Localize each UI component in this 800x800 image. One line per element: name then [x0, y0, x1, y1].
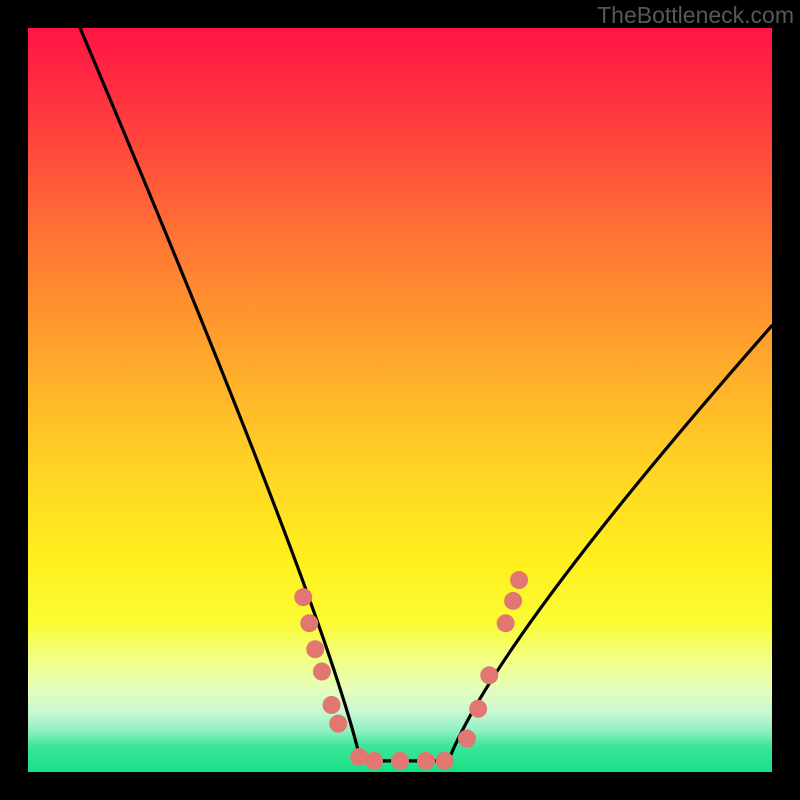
curve-marker: [313, 663, 331, 681]
curve-marker: [323, 696, 341, 714]
chart-svg: [0, 0, 800, 800]
curve-marker: [458, 730, 476, 748]
plot-background: [28, 28, 772, 772]
curve-marker: [329, 715, 347, 733]
curve-marker: [300, 614, 318, 632]
curve-marker: [306, 640, 324, 658]
curve-marker: [436, 752, 454, 770]
curve-marker: [504, 592, 522, 610]
curve-marker: [497, 614, 515, 632]
curve-marker: [417, 752, 435, 770]
curve-marker: [391, 752, 409, 770]
curve-marker: [510, 571, 528, 589]
curve-marker: [294, 588, 312, 606]
curve-marker: [365, 752, 383, 770]
curve-marker: [480, 666, 498, 684]
curve-marker: [469, 700, 487, 718]
